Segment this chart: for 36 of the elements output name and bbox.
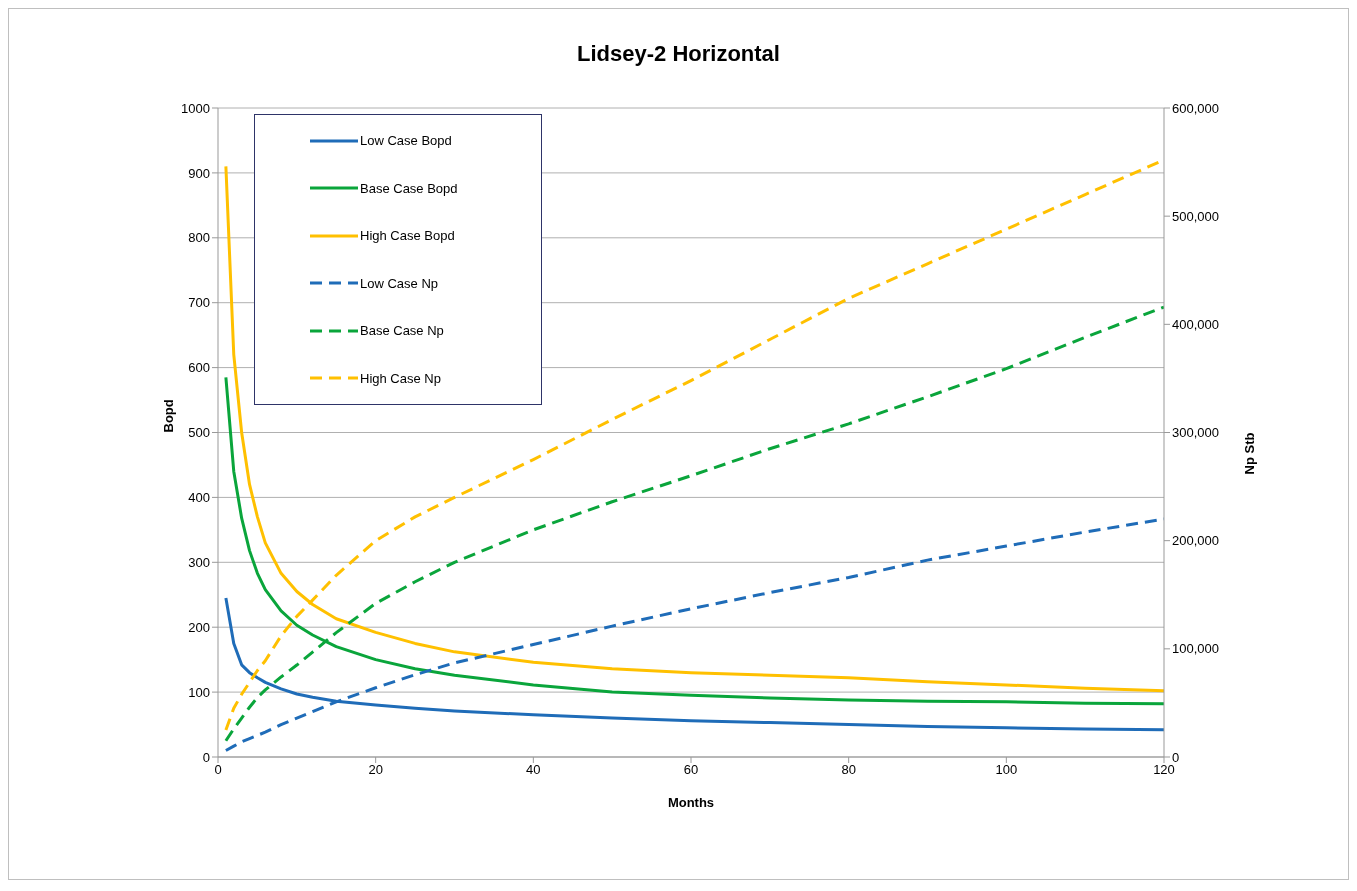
y-tick-label: 600 <box>188 360 210 376</box>
y2-tick-label: 200,000 <box>1172 533 1219 549</box>
y-tick-label: 200 <box>188 619 210 635</box>
line-series <box>224 305 1164 743</box>
x-axis-title: Months <box>667 795 715 810</box>
x-tick-label: 100 <box>995 762 1018 778</box>
y-tick-label: 1000 <box>181 100 210 116</box>
y-tick-label: 300 <box>188 554 210 570</box>
y2-axis-title: Np Stb <box>1241 432 1257 475</box>
y-tick-label: 400 <box>188 490 210 506</box>
legend-label: Low Case Bopd <box>360 133 452 149</box>
x-tick-label: 80 <box>841 762 856 778</box>
chart-title: Lidsey-2 Horizontal <box>576 41 781 67</box>
y2-tick-label: 0 <box>1172 749 1180 765</box>
legend-label: Base Case Bopd <box>360 180 458 196</box>
y-tick-label: 500 <box>188 425 210 441</box>
y2-tick-label: 600,000 <box>1172 100 1219 116</box>
x-tick-label: 60 <box>683 762 699 778</box>
legend-label: High Case Np <box>360 370 441 386</box>
y2-tick-label: 500,000 <box>1172 208 1219 224</box>
legend-label: Base Case Np <box>360 323 444 339</box>
legend-label: Low Case Np <box>360 275 439 291</box>
y2-tick-label: 300,000 <box>1172 425 1219 441</box>
y2-tick-label: 100,000 <box>1172 641 1219 657</box>
y-tick-label: 100 <box>188 684 210 700</box>
legend-label: High Case Bopd <box>360 228 455 244</box>
x-tick-label: 0 <box>214 762 222 778</box>
y-tick-label: 800 <box>188 230 210 246</box>
y2-tick-label: 400,000 <box>1172 316 1219 332</box>
x-tick-label: 120 <box>1153 762 1175 778</box>
y-tick-label: 700 <box>188 295 210 311</box>
x-tick-label: 40 <box>526 762 541 778</box>
y-tick-label: 0 <box>202 749 210 765</box>
x-tick-label: 20 <box>368 762 383 778</box>
y-tick-label: 900 <box>188 165 210 181</box>
y-axis-title: Bopd <box>160 399 176 433</box>
